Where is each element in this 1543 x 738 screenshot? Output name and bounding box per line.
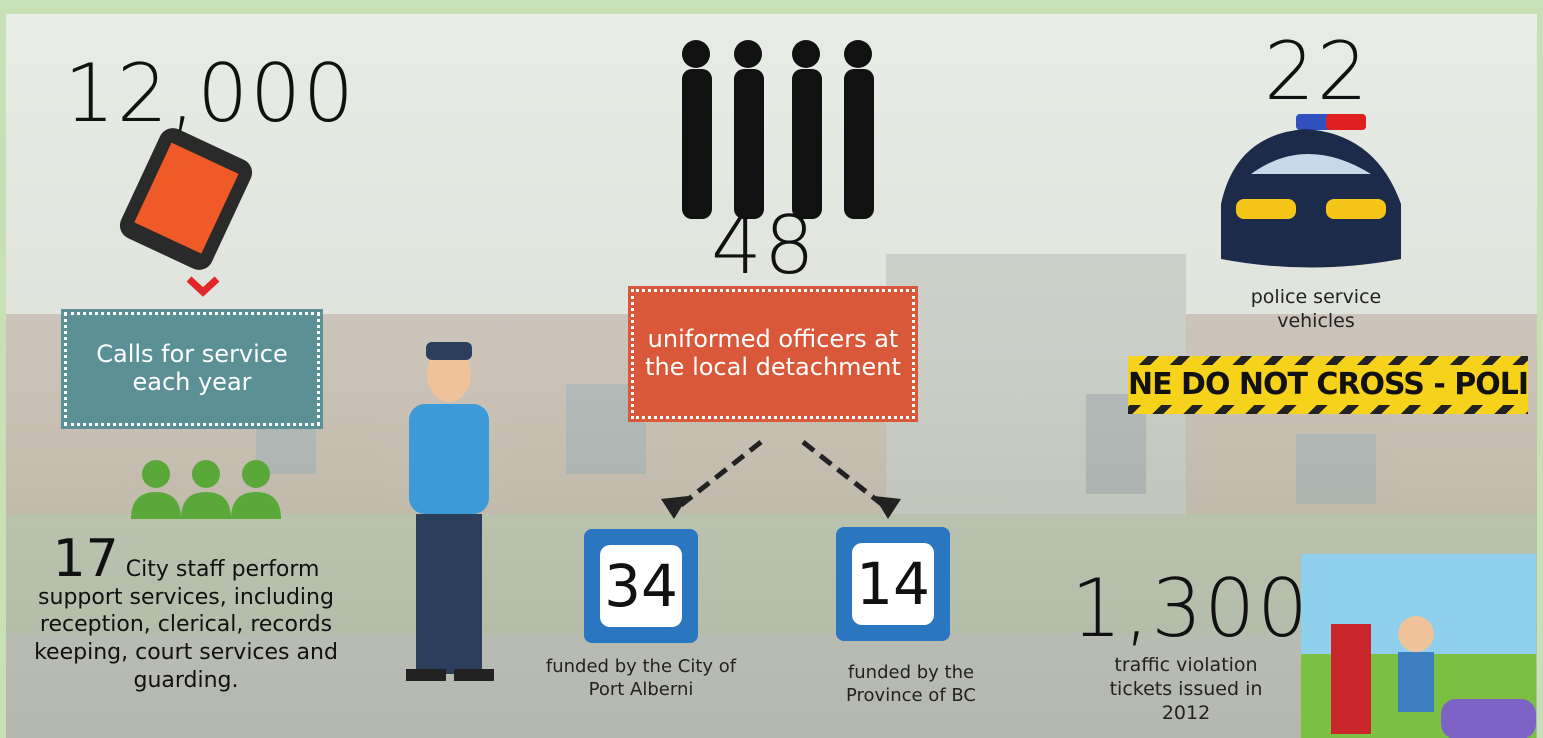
kid-scene: [1301, 554, 1536, 738]
calls-number: 12,000: [64, 54, 356, 134]
province-number: 14: [852, 543, 934, 625]
province-label: funded by the Province of BC: [821, 662, 1001, 707]
officers-label: uniformed officers at the local detachme…: [628, 286, 918, 422]
officer-silhouettes: [682, 40, 874, 219]
infographic: 12,000 Calls for service each year 17 Ci…: [0, 0, 1543, 738]
city-label: funded by the City of Port Alberni: [536, 656, 746, 701]
chevron: [189, 279, 217, 292]
staff-number: 17: [53, 529, 119, 589]
police-tape: NE DO NOT CROSS - POLICE LINE DO NO: [1128, 356, 1528, 414]
officers-number: 48: [711, 206, 817, 286]
city-square: 34: [584, 529, 698, 643]
staff-block: 17 City staff perform support services, …: [26, 536, 346, 695]
tickets-number: 1,300: [1071, 569, 1310, 649]
vehicles-label: police service vehicles: [1236, 286, 1396, 334]
tape-text: NE DO NOT CROSS - POLICE LINE DO NO: [1128, 365, 1528, 405]
province-square: 14: [836, 527, 950, 641]
police-car: [1221, 114, 1401, 268]
phone-icon: [115, 123, 256, 274]
city-number: 34: [600, 545, 682, 627]
calls-label: Calls for service each year: [61, 309, 323, 429]
vehicles-number: 22: [1264, 32, 1370, 112]
tickets-label: traffic violation tickets issued in 2012: [1086, 654, 1286, 725]
